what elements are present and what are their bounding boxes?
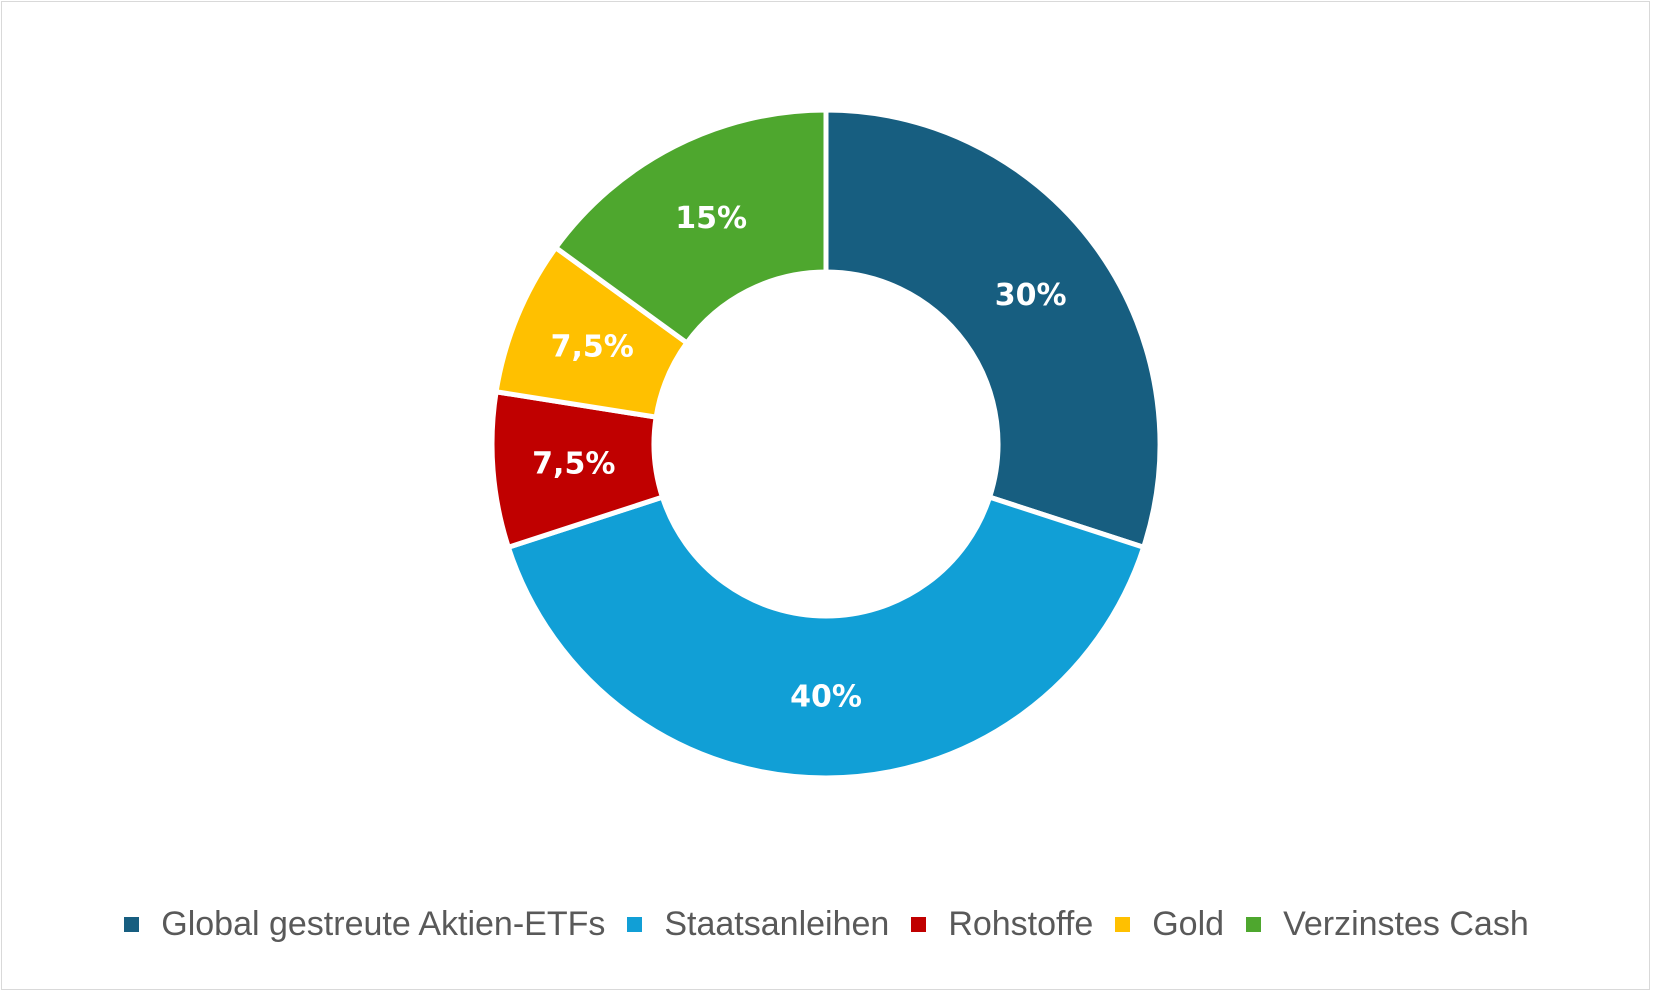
legend-item-verzinstes-cash: Verzinstes Cash: [1246, 905, 1529, 944]
data-label-staatsanleihen: 40%: [790, 680, 862, 715]
data-label-gold: 7,5%: [551, 330, 634, 365]
legend-label: Verzinstes Cash: [1283, 904, 1529, 943]
data-label-aktien-etfs: 30%: [995, 278, 1067, 313]
legend-item-gold: Gold: [1115, 905, 1224, 944]
legend-swatch: [911, 916, 927, 932]
legend-swatch: [627, 916, 643, 932]
slice-staatsanleihen: [505, 494, 1147, 781]
legend: Global gestreute Aktien-ETFs Staatsanlei…: [0, 898, 1653, 950]
legend-swatch: [1246, 916, 1262, 932]
slice-verzinstes-cash: [552, 107, 829, 347]
legend-label: Staatsanleihen: [664, 904, 890, 943]
legend-label: Global gestreute Aktien-ETFs: [161, 904, 606, 943]
legend-item-rohstoffe: Rohstoffe: [911, 905, 1093, 944]
legend-swatch: [1115, 916, 1131, 932]
legend-label: Gold: [1152, 904, 1225, 943]
legend-item-staatsanleihen: Staatsanleihen: [627, 905, 889, 944]
legend-label: Rohstoffe: [948, 904, 1094, 943]
data-label-verzinstes-cash: 15%: [675, 201, 747, 236]
legend-swatch: [124, 916, 140, 932]
slice-aktien-etfs: [823, 107, 1163, 551]
data-label-rohstoffe: 7,5%: [532, 446, 615, 481]
legend-item-aktien-etfs: Global gestreute Aktien-ETFs: [124, 905, 605, 944]
